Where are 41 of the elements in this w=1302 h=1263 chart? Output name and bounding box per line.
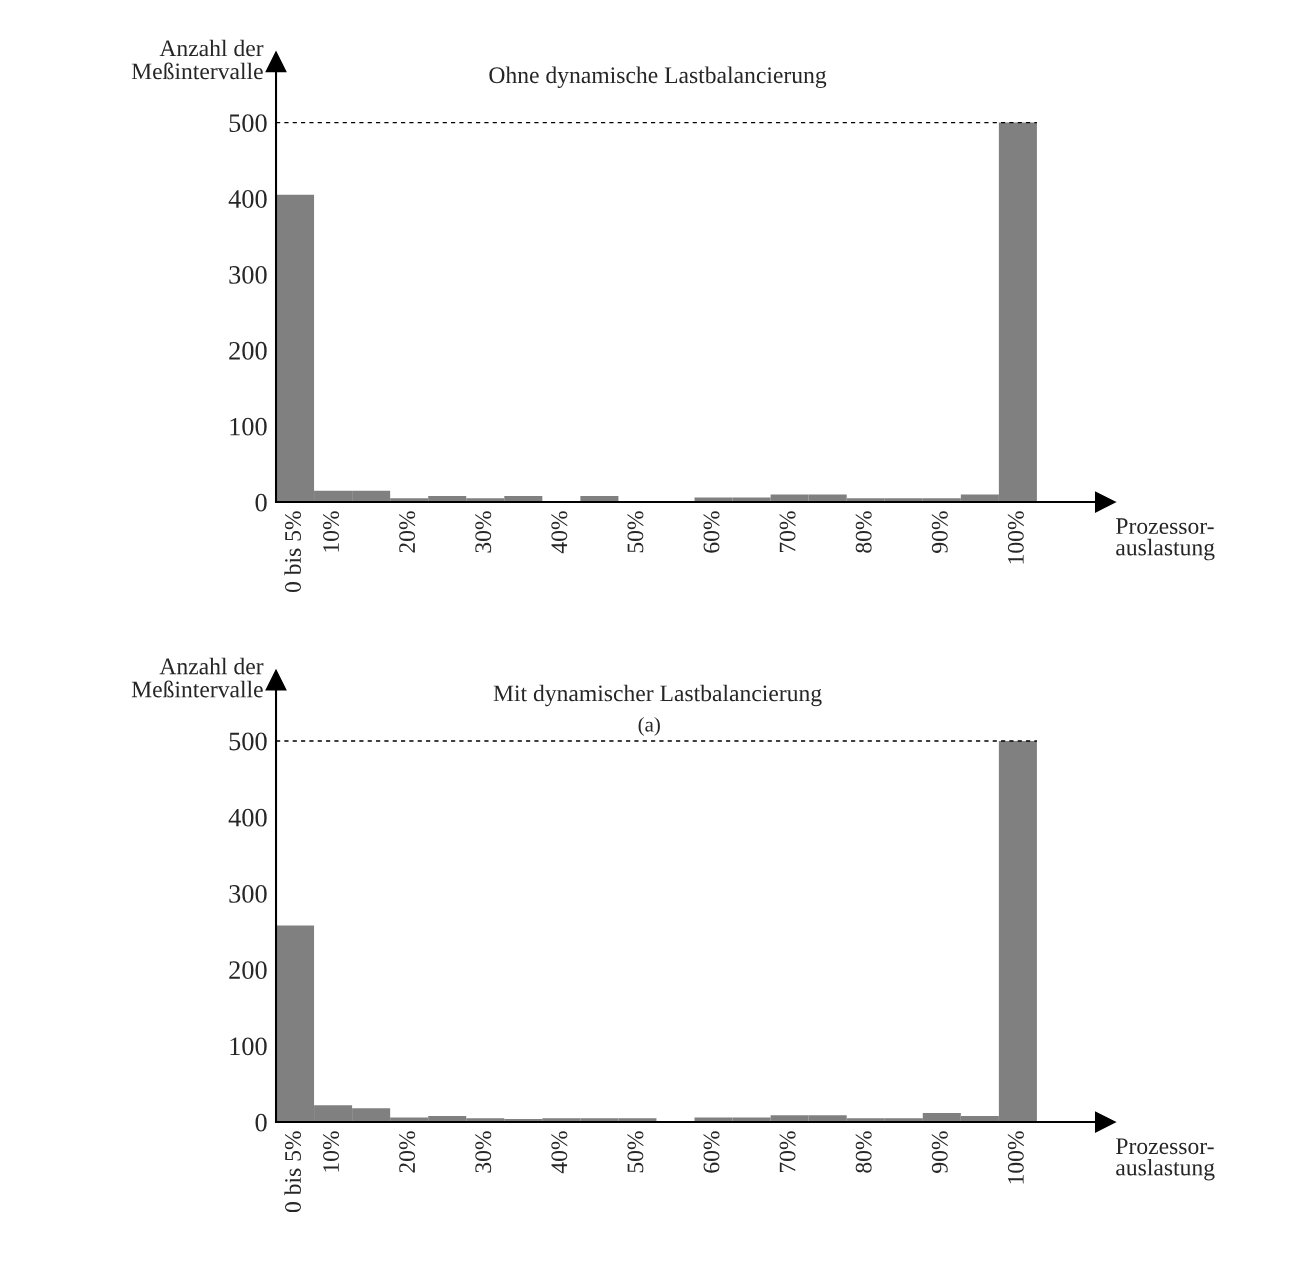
x-tick-label: 20% [399,511,416,553]
y-tick-label: 200 [229,961,267,980]
y-tick-label: 400 [228,808,267,827]
x-tick-label: 70% [779,1131,796,1173]
x-tick-label: 70% [779,511,796,553]
y-tick-label: 100 [230,417,267,436]
x-tick-label: 10% [323,511,340,552]
x-tick-label: 0 bis 5% [284,511,302,593]
x-tick-label: 100% [1007,1131,1024,1184]
x-tick-label: 50% [627,1131,644,1173]
y-tick-label: 100 [230,1037,267,1056]
x-tick-label: 40% [551,1131,568,1174]
x-axis-title: Prozessor- auslastung [1116,518,1215,561]
y-tick-label: 500 [229,114,267,133]
x-tick-label: 80% [855,1131,872,1173]
x-tick-label: 60% [703,1131,720,1173]
x-tick-label: 80% [855,511,872,553]
y-tick-label: 200 [229,341,267,360]
x-tick-label: 60% [703,511,720,553]
y-tick-label: 500 [229,732,267,751]
y-tick-label: 400 [228,190,267,208]
x-tick-label: 20% [399,1131,416,1173]
y-tick-label: 300 [229,885,267,903]
y-tick-label: 300 [229,265,267,284]
x-tick-label: 30% [475,1131,492,1173]
y-axis-title: Anzahl der Meßintervalle [131,657,264,698]
x-axis-title: Prozessor- auslastung [1116,1138,1215,1181]
chart-title: Ohne dynamische Lastbalancierung [489,66,827,89]
x-tick-label: 40% [551,511,568,554]
chart-title: Mit dynamischer Lastbalancierung [493,684,822,707]
x-tick-label: 30% [475,511,492,553]
x-tick-label: 90% [931,1131,948,1173]
annotation: (a) [638,716,660,736]
y-axis-title: Anzahl der Meßintervalle [131,39,264,80]
y-tick-label: 0 [255,1113,267,1132]
x-tick-label: 10% [323,1131,340,1172]
x-tick-label: 50% [627,511,644,553]
x-tick-label: 0 bis 5% [284,1131,302,1213]
x-tick-label: 90% [931,511,948,553]
y-tick-label: 0 [255,493,267,512]
x-tick-label: 100% [1007,511,1024,564]
